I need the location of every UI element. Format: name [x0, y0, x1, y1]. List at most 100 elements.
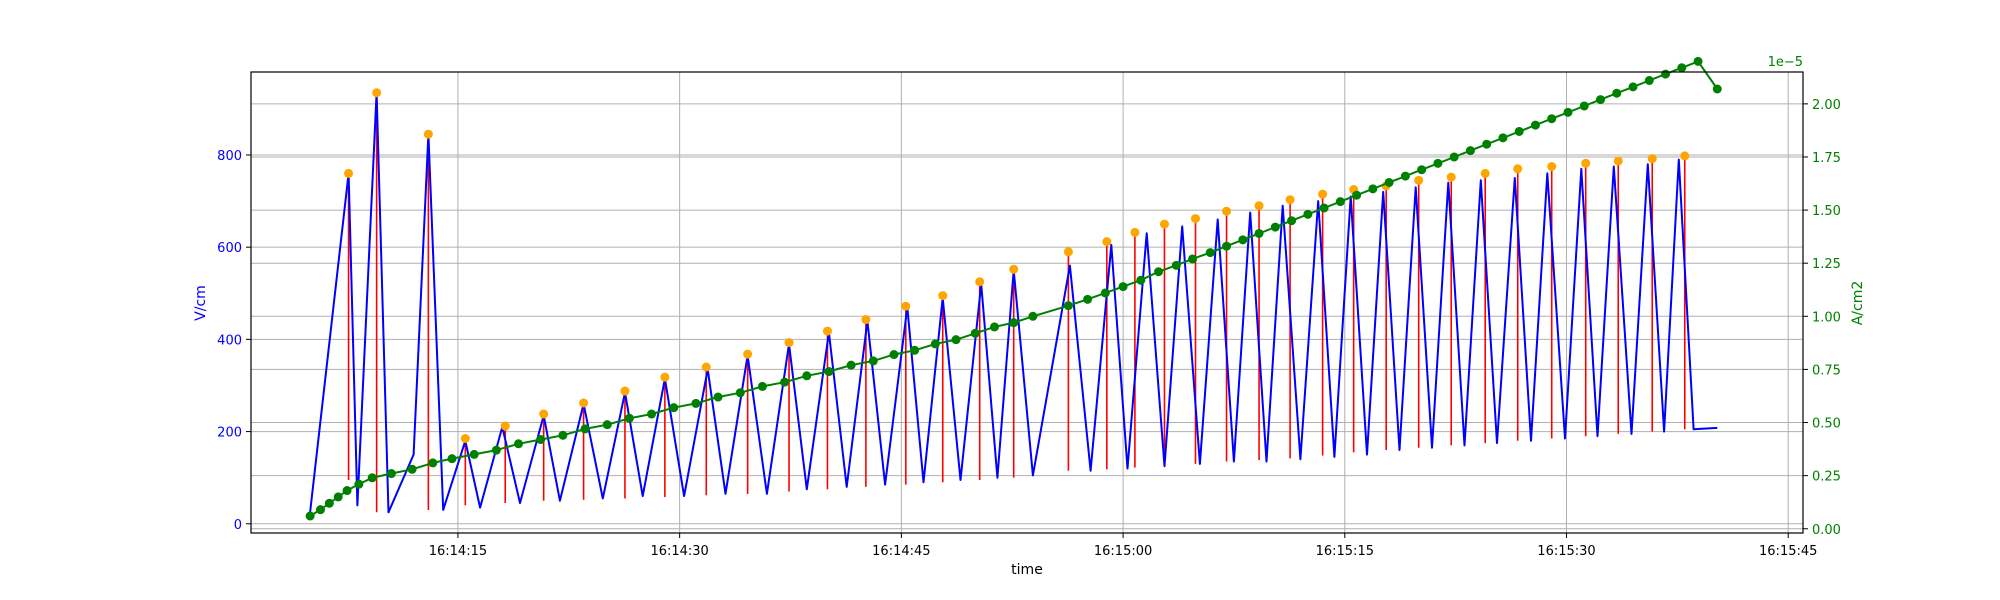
right-y-tick-label: 1.25 [1812, 257, 1841, 272]
current-point [1693, 56, 1703, 66]
current-point [1384, 177, 1394, 187]
x-tick-label: 16:15:15 [1316, 544, 1374, 559]
current-point [1628, 82, 1638, 92]
current-point [1449, 152, 1459, 162]
current-point [305, 511, 315, 521]
peak-marker [1581, 158, 1591, 168]
peak-marker [423, 129, 433, 139]
current-point [1677, 63, 1687, 73]
plot-series [305, 56, 1722, 521]
x-axis-title: time [1011, 562, 1043, 578]
right-y-tick-label: 1.50 [1812, 204, 1841, 219]
current-point [1118, 282, 1128, 292]
current-point [1335, 197, 1345, 207]
current-point [1154, 267, 1164, 277]
current-point [1100, 288, 1110, 298]
current-point [989, 322, 999, 332]
left-y-axis-title: V/cm [193, 285, 209, 321]
right-y-tick-label: 0.50 [1812, 417, 1841, 432]
x-tick-label: 16:15:00 [1094, 544, 1152, 559]
peak-marker [539, 409, 549, 419]
current-point [1579, 101, 1589, 111]
current-point [1596, 95, 1606, 105]
current-point [514, 439, 524, 449]
peak-marker [861, 315, 871, 325]
current-point [333, 492, 343, 502]
current-point [1238, 235, 1248, 245]
current-point [1270, 222, 1280, 232]
field-series-line [309, 91, 1718, 514]
current-point [1171, 260, 1181, 270]
current-point [407, 464, 417, 474]
current-point [1136, 275, 1146, 285]
current-point [1547, 114, 1557, 124]
peak-marker [822, 326, 832, 336]
plot-frame [250, 71, 1804, 534]
left-y-tick-label: 600 [217, 241, 242, 256]
current-point [1514, 126, 1524, 136]
current-point [602, 420, 612, 430]
current-point [1009, 318, 1019, 328]
peak-marker [901, 301, 911, 311]
current-point [1612, 88, 1622, 98]
current-point [757, 381, 767, 391]
peak-marker [1414, 175, 1424, 185]
left-y-tick-label: 400 [217, 333, 242, 348]
current-point [1482, 139, 1492, 149]
current-point [315, 505, 325, 515]
current-point [367, 473, 377, 483]
right-y-axis-title: A/cm2 [1850, 281, 1866, 326]
current-point [1083, 294, 1093, 304]
x-tick-label: 16:15:45 [1759, 544, 1817, 559]
current-point [1352, 190, 1362, 200]
peak-marker [620, 386, 630, 396]
current-point [780, 377, 790, 387]
peak-marker [1647, 154, 1657, 164]
current-point [1498, 133, 1508, 143]
current-point [868, 356, 878, 366]
right-y-tick-label: 2.00 [1812, 98, 1841, 113]
current-point [1530, 120, 1540, 130]
current-point [691, 398, 701, 408]
current-point [354, 479, 364, 489]
peak-marker [1446, 172, 1456, 182]
right-y-tick-label: 1.00 [1812, 310, 1841, 325]
peak-marker [1130, 227, 1140, 237]
peak-marker [1222, 206, 1232, 216]
peak-marker [579, 398, 589, 408]
current-point [580, 424, 590, 434]
right-y-tick-label: 0.75 [1812, 363, 1841, 378]
current-point [1433, 158, 1443, 168]
left-y-tick-label: 200 [217, 426, 242, 441]
peak-marker [1318, 189, 1328, 199]
peak-marker [1513, 164, 1523, 174]
current-point [1417, 165, 1427, 175]
peak-marker [460, 433, 470, 443]
current-point [1188, 254, 1198, 264]
current-point [447, 454, 457, 464]
current-point [930, 339, 940, 349]
peak-marker [1680, 151, 1690, 161]
current-point [469, 449, 479, 459]
current-point [735, 388, 745, 398]
current-point [910, 345, 920, 355]
x-tick-label: 16:14:45 [872, 544, 930, 559]
peak-marker [1191, 214, 1201, 224]
current-point [1028, 311, 1038, 321]
current-point [386, 469, 396, 479]
left-y-tick-label: 800 [217, 149, 242, 164]
current-point [713, 392, 723, 402]
peak-marker [1285, 195, 1295, 205]
grid [251, 72, 1803, 533]
peak-marker [938, 291, 948, 301]
current-point [1205, 248, 1215, 258]
current-point [428, 458, 438, 468]
current-point [1661, 69, 1671, 79]
peak-marker [500, 421, 510, 431]
current-point [1222, 241, 1232, 251]
current-point [970, 328, 980, 338]
current-point [1063, 301, 1073, 311]
peak-marker [1613, 156, 1623, 166]
